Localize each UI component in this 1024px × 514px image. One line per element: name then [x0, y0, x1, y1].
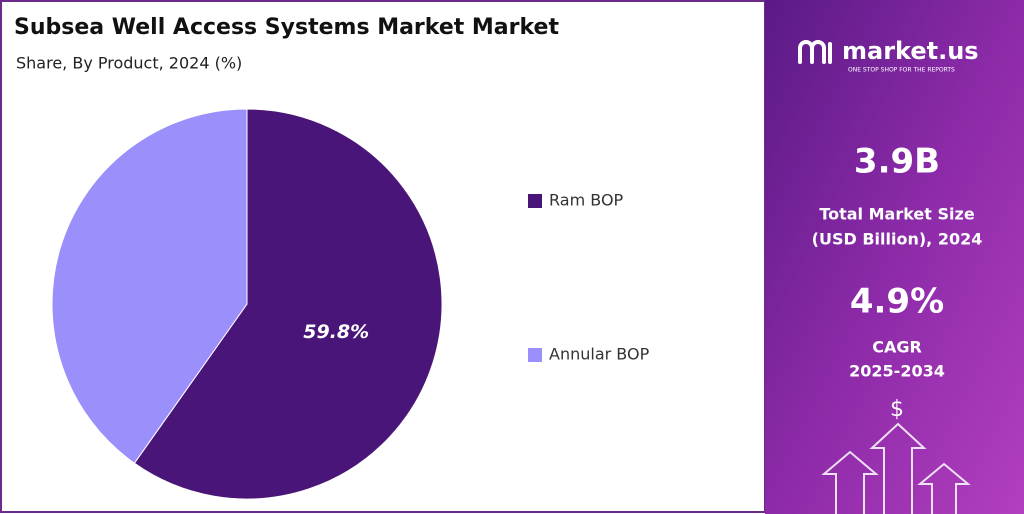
- logo: market.us ONE STOP SHOP FOR THE REPORTS: [798, 37, 979, 74]
- market-size-label: (USD Billion), 2024: [812, 230, 983, 249]
- legend-label: Annular BOP: [549, 345, 650, 364]
- legend-label: Ram BOP: [549, 191, 624, 210]
- tagline: ONE STOP SHOP FOR THE REPORTS: [848, 67, 955, 74]
- arrows: [821, 422, 971, 514]
- brand: market.us: [842, 37, 979, 65]
- cagr-label: CAGR: [872, 338, 922, 357]
- value-label: 59.8%: [303, 321, 369, 343]
- chart-subtitle: Share, By Product, 2024 (%): [16, 54, 242, 73]
- pie-slice: [51, 108, 248, 464]
- legend-swatch: [528, 194, 542, 208]
- pie-slice: [133, 108, 443, 500]
- currency: $: [890, 397, 904, 422]
- side-panel: [765, 0, 1024, 514]
- legend: Ram BOP Annular BOP: [528, 191, 650, 364]
- pie: 59.8%: [51, 108, 443, 500]
- market-size-label: Total Market Size: [819, 205, 974, 224]
- market-size: 3.9B: [854, 142, 940, 182]
- legend-swatch: [528, 348, 542, 362]
- logo-icon: [798, 40, 832, 64]
- chart-title: Subsea Well Access Systems Market Market: [14, 15, 559, 40]
- cagr-label: 2025-2034: [849, 362, 945, 381]
- cagr: 4.9%: [850, 282, 944, 322]
